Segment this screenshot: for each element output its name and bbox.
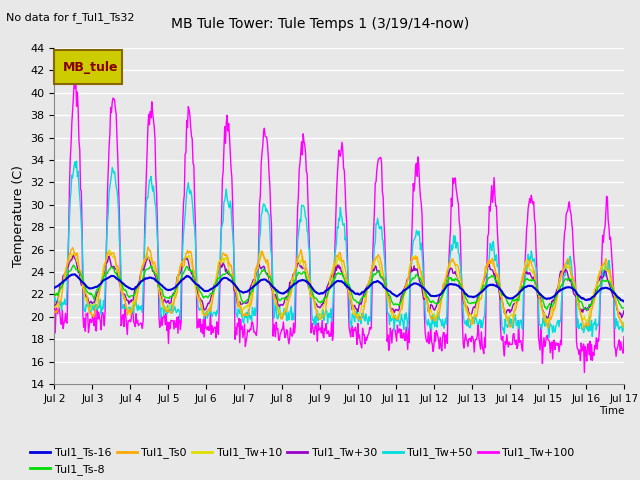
Text: MB Tule Tower: Tule Temps 1 (3/19/14-now): MB Tule Tower: Tule Temps 1 (3/19/14-now… xyxy=(171,17,469,31)
Text: Time: Time xyxy=(598,406,624,416)
Text: MB_tule: MB_tule xyxy=(63,60,118,74)
Legend: Tul1_Ts-16, Tul1_Ts-8, Tul1_Ts0, Tul1_Tw+10, Tul1_Tw+30, Tul1_Tw+50, Tul1_Tw+100: Tul1_Ts-16, Tul1_Ts-8, Tul1_Ts0, Tul1_Tw… xyxy=(26,443,579,479)
Y-axis label: Temperature (C): Temperature (C) xyxy=(12,165,25,267)
Text: No data for f_Tul1_Ts32: No data for f_Tul1_Ts32 xyxy=(6,12,135,23)
